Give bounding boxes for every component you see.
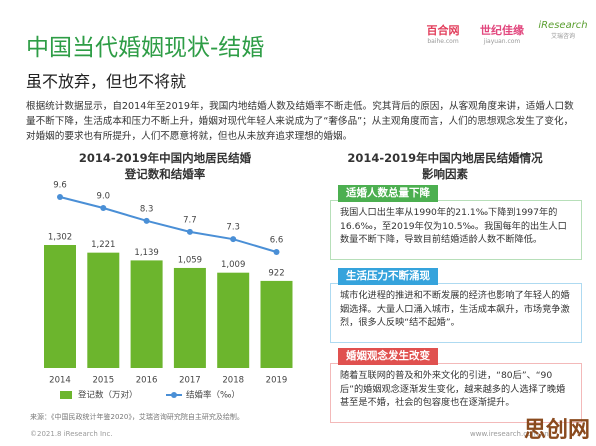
line-point [186, 228, 193, 235]
x-tick-label: 2019 [266, 376, 288, 386]
x-tick-label: 2015 [92, 376, 114, 386]
bar [44, 245, 76, 368]
logo: 百合网 baihe.com [418, 22, 468, 45]
bar-label: 922 [268, 268, 284, 278]
bar-label: 1,059 [178, 255, 202, 265]
chart-title-line: 2014-2019年中国内地居民结婚 [78, 151, 252, 165]
logo: 世纪佳缘 jiayuan.com [472, 22, 532, 45]
factor-heading: 适婚人数总量下降 [338, 185, 438, 202]
legend-label: 结婚率（‰） [186, 390, 240, 401]
factor-body: 随着互联网的普及和外来文化的引进，“80后”、“90后”的婚姻观念逐渐发生变化，… [330, 363, 582, 423]
x-tick-label: 2018 [222, 376, 244, 386]
point-label: 7.3 [226, 223, 240, 233]
logo-name: 百合网 [426, 24, 460, 37]
bar-label: 1,221 [91, 240, 115, 250]
point-label: 8.3 [140, 204, 154, 214]
intro-text: 根据统计数据显示，自2014年至2019年，我国内地结婚人数及结婚率不断走低。究… [26, 101, 574, 142]
point-label: 9.0 [97, 192, 111, 202]
line-point [230, 236, 237, 243]
legend-swatch [171, 392, 177, 398]
bar [260, 280, 293, 368]
line-point [273, 249, 280, 255]
logo-url: 艾瑞咨询 [550, 33, 575, 40]
factors-title-line: 影响因素 [422, 167, 468, 181]
logo-url: baihe.com [427, 38, 459, 45]
factor-body: 城市化进程的推进和不断发展的经济也影响了年轻人的婚姻选择。大量人口涌入城市，生活… [330, 283, 582, 343]
line-point [100, 205, 107, 211]
bar-label: 1,009 [221, 260, 245, 270]
bar [87, 252, 120, 368]
point-label: 6.6 [270, 236, 284, 246]
copyright: ©2021.8 iResearch Inc. [30, 430, 113, 438]
line-point [143, 217, 150, 224]
logo-name: 世纪佳缘 [480, 24, 524, 37]
factors-title: 2014-2019年中国内地居民结婚情况 影响因素 [310, 150, 580, 182]
bar-label: 1,139 [134, 248, 158, 258]
logo-name: iResearch [538, 20, 588, 31]
point-label: 9.6 [53, 181, 67, 191]
bar [173, 267, 206, 368]
factors-title-line: 2014-2019年中国内地居民结婚情况 [347, 151, 543, 165]
logo-url: jiayuan.com [483, 38, 521, 45]
bar [217, 272, 250, 368]
logo: iResearch 艾瑞咨询 [536, 20, 590, 40]
legend-swatch [60, 391, 72, 399]
factor-heading: 生活压力不断涌现 [338, 268, 438, 285]
title: 中国当代婚姻现状-结婚 [26, 35, 265, 61]
source: 来源：《中国民政统计年鉴2020》，艾瑞咨询研究院自主研究及绘制。 [30, 413, 244, 421]
watermark: 思创网 [523, 418, 590, 443]
x-tick-label: 2017 [179, 376, 201, 386]
chart-title-line: 登记数和结婚率 [124, 167, 206, 181]
x-tick-label: 2014 [49, 376, 71, 386]
website: www.iresearch.com.cn [470, 430, 549, 438]
line [59, 196, 277, 253]
bar-label: 1,302 [48, 233, 72, 243]
factor-heading: 婚姻观念发生改变 [338, 348, 438, 365]
point-label: 7.7 [183, 215, 197, 225]
x-tick-label: 2016 [136, 376, 158, 386]
bar [130, 260, 163, 368]
legend-label: 登记数（万对） [78, 390, 138, 401]
factor-body: 我国人口出生率从1990年的21.1‰下降到1997年的16.6‰，至2019年… [330, 200, 582, 260]
subtitle: 虽不放弃，但也不将就 [26, 72, 187, 91]
chart-title: 2014-2019年中国内地居民结婚 登记数和结婚率 [40, 150, 290, 182]
line-point [57, 194, 63, 200]
